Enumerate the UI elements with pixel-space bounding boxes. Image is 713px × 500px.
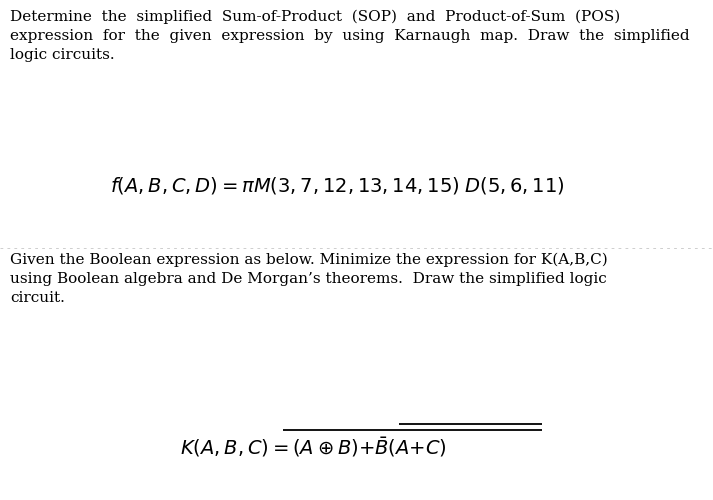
Text: Determine  the  simplified  Sum-of-Product  (SOP)  and  Product-of-Sum  (POS): Determine the simplified Sum-of-Product … (10, 10, 620, 24)
Text: $f(A,B,C,D){=}\pi M(3,7,12,13,14,15)\;D(5,6,11)$: $f(A,B,C,D){=}\pi M(3,7,12,13,14,15)\;D(… (110, 175, 565, 196)
Text: $K(A,B,C){=}(A\oplus B){+}\bar{B}(A{+}C)$: $K(A,B,C){=}(A\oplus B){+}\bar{B}(A{+}C)… (180, 435, 447, 459)
Text: Given the Boolean expression as below. Minimize the expression for K(A,B,C): Given the Boolean expression as below. M… (10, 253, 607, 268)
Text: expression  for  the  given  expression  by  using  Karnaugh  map.  Draw  the  s: expression for the given expression by u… (10, 29, 689, 43)
Text: circuit.: circuit. (10, 291, 65, 305)
Text: logic circuits.: logic circuits. (10, 48, 115, 62)
Text: using Boolean algebra and De Morgan’s theorems.  Draw the simplified logic: using Boolean algebra and De Morgan’s th… (10, 272, 607, 286)
